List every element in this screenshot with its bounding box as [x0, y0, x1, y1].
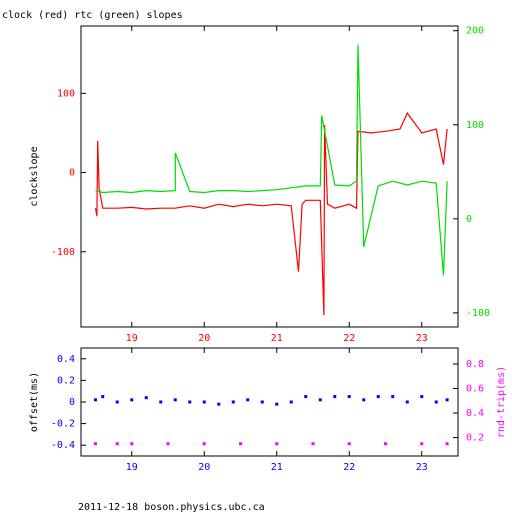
- y-tick-label: 0: [69, 168, 75, 179]
- series-point-0: [333, 395, 337, 399]
- y-tick-label: 0.2: [57, 375, 75, 386]
- x-tick-label: 23: [416, 333, 428, 344]
- chart-title: clock (red) rtc (green) slopes: [2, 10, 183, 21]
- plot-frame: [80, 347, 459, 457]
- y-tick-label: 0: [69, 397, 75, 408]
- x-tick-label: 21: [271, 462, 283, 473]
- series-point-0: [231, 400, 235, 404]
- y2-tick-label: 0.4: [466, 408, 484, 419]
- series-point-0: [376, 395, 380, 399]
- series-point-0: [173, 398, 177, 402]
- series-point-1: [420, 442, 424, 446]
- plot-frame: [80, 25, 459, 328]
- offset-panel: 19 20 21 22 23 0.4 0.2 0 -0.2 -0.4 0.8 0.6 0.4 0.2 off…: [29, 347, 507, 473]
- series-point-1: [166, 442, 170, 446]
- x-tick-label: 22: [343, 333, 355, 344]
- series-point-1: [384, 442, 387, 446]
- y-tick-label: -0.4: [51, 440, 75, 451]
- y2-tick-label: -100: [466, 308, 490, 319]
- series-point-0: [445, 398, 449, 402]
- series-point-0: [289, 400, 293, 404]
- series-point-0: [318, 398, 322, 402]
- series-point-0: [202, 400, 206, 404]
- x-tick-label: 19: [126, 462, 138, 473]
- x-tick-label: 20: [198, 462, 210, 473]
- y-axis-label: clockslope: [29, 146, 40, 206]
- y2-tick-label: 0.6: [466, 384, 484, 395]
- series-point-0: [391, 395, 395, 399]
- series-point-1: [94, 442, 97, 446]
- series-point-1: [202, 442, 206, 446]
- y-tick-label: 0.4: [57, 354, 75, 365]
- y2-tick-label: 0.8: [466, 359, 484, 370]
- series-point-0: [275, 402, 279, 406]
- series-point-0: [362, 398, 366, 402]
- y-tick-label: -0.2: [51, 419, 75, 430]
- y-tick-label: -100: [51, 247, 75, 258]
- series-point-0: [159, 400, 163, 404]
- series-point-0: [434, 400, 438, 404]
- series-point-0: [246, 398, 250, 402]
- series-point-1: [445, 442, 449, 446]
- y-tick-label: 100: [57, 88, 75, 99]
- slopes-panel: 19 20 21 22 23 100 0 -100 200 100 0 -100 clockslope: [29, 25, 490, 344]
- series-point-0: [420, 395, 424, 399]
- y2-tick-label: 0: [466, 214, 472, 225]
- y2-tick-label: 200: [466, 26, 484, 37]
- y2-tick-label: 0.2: [466, 433, 484, 444]
- footer-text: 2011-12-18 boson.physics.ubc.ca: [78, 502, 265, 512]
- series-point-0: [144, 396, 148, 400]
- x-tick-label: 22: [343, 462, 355, 473]
- series-point-0: [347, 395, 351, 399]
- x-tick-label: 23: [416, 462, 428, 473]
- series-point-0: [188, 400, 192, 404]
- y2-tick-label: 100: [466, 120, 484, 131]
- series-point-0: [405, 400, 409, 404]
- series-point-1: [347, 442, 351, 446]
- series-point-1: [239, 442, 242, 446]
- series-point-0: [101, 395, 105, 399]
- series-point-1: [130, 442, 134, 446]
- series-line-1: [95, 44, 448, 276]
- series-point-0: [304, 395, 308, 399]
- y2-axis-label: rnd-trip(ms): [496, 366, 507, 438]
- series-line-0: [94, 111, 448, 316]
- series-point-0: [115, 400, 119, 404]
- series-point-1: [115, 442, 119, 446]
- series-point-0: [217, 402, 221, 406]
- series-point-1: [275, 442, 279, 446]
- x-tick-label: 19: [126, 333, 138, 344]
- series-point-1: [311, 442, 315, 446]
- series-point-0: [130, 398, 134, 402]
- x-tick-label: 20: [198, 333, 210, 344]
- y-axis-label: offset(ms): [29, 372, 40, 432]
- x-tick-label: 21: [271, 333, 283, 344]
- series-point-0: [260, 400, 264, 404]
- series-point-0: [94, 398, 97, 402]
